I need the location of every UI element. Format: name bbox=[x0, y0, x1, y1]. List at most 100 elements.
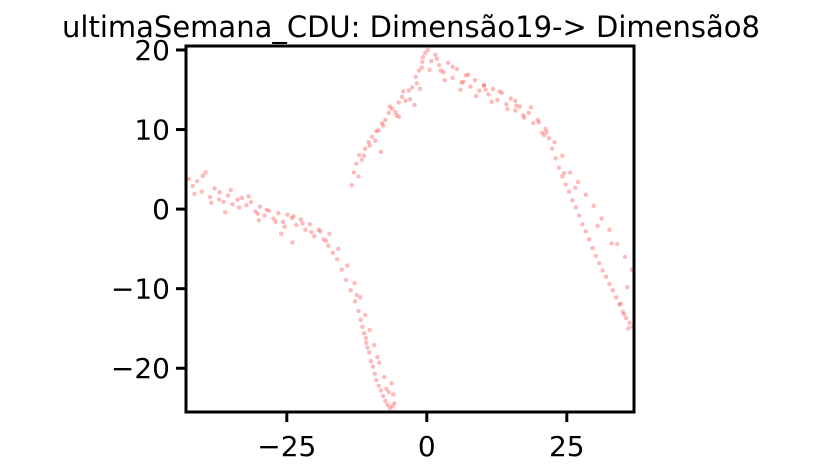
scatter-point bbox=[622, 254, 628, 260]
scatter-point bbox=[450, 75, 455, 81]
scatter-point bbox=[387, 405, 393, 411]
scatter-point bbox=[596, 260, 602, 266]
scatter-point bbox=[394, 112, 399, 118]
scatter-point bbox=[190, 183, 196, 189]
scatter-point bbox=[613, 295, 619, 300]
scatter-point bbox=[438, 68, 444, 73]
scatter-point bbox=[623, 315, 629, 321]
scatter-point bbox=[278, 231, 284, 237]
scatter-point bbox=[221, 199, 226, 205]
scatter-point bbox=[591, 203, 596, 209]
scatter-point bbox=[609, 241, 614, 246]
scatter-point bbox=[607, 227, 612, 233]
scatter-point bbox=[560, 153, 565, 159]
scatter-point bbox=[207, 194, 213, 200]
scatter-point bbox=[384, 386, 389, 392]
scatter-point bbox=[376, 128, 381, 133]
scatter-point bbox=[400, 89, 406, 94]
scatter-point bbox=[216, 197, 222, 202]
scatter-point bbox=[425, 47, 431, 53]
scatter-point bbox=[412, 102, 417, 108]
x-tick-label: −25 bbox=[257, 430, 316, 463]
scatter-point bbox=[264, 207, 269, 213]
scatter-point bbox=[321, 237, 327, 242]
y-tick-label: −20 bbox=[111, 352, 170, 385]
scatter-point bbox=[246, 194, 252, 199]
scatter-point bbox=[600, 268, 605, 273]
scatter-point bbox=[369, 134, 375, 139]
scatter-point bbox=[194, 178, 200, 184]
scatter-point bbox=[627, 320, 632, 326]
scatter-point bbox=[300, 221, 305, 226]
y-tick-label: 0 bbox=[152, 193, 170, 226]
scatter-point bbox=[399, 94, 405, 100]
scatter-point bbox=[361, 330, 367, 336]
scatter-point bbox=[199, 189, 204, 194]
scatter-point bbox=[365, 345, 370, 350]
scatter-point bbox=[504, 101, 509, 107]
scatter-point bbox=[583, 229, 589, 234]
scatter-point bbox=[386, 389, 392, 395]
scatter-point bbox=[280, 219, 286, 225]
scatter-point bbox=[459, 80, 464, 85]
scatter-point bbox=[253, 209, 258, 214]
scatter-point bbox=[618, 301, 623, 307]
scatter-point bbox=[262, 213, 267, 218]
scatter-point bbox=[603, 274, 609, 280]
scatter-point bbox=[291, 213, 296, 219]
scatter-point bbox=[351, 170, 357, 175]
scatter-point bbox=[217, 190, 222, 195]
scatter-point bbox=[362, 312, 368, 318]
scatter-point bbox=[368, 358, 374, 364]
scatter-point bbox=[290, 240, 295, 245]
scatter-point bbox=[514, 103, 519, 108]
scatter-point bbox=[307, 221, 313, 227]
scatter-point bbox=[432, 52, 438, 58]
scatter-point bbox=[576, 213, 582, 218]
scatter-point bbox=[383, 398, 388, 404]
scatter-point bbox=[626, 326, 631, 331]
scatter-point bbox=[549, 146, 555, 151]
scatter-point bbox=[468, 84, 473, 89]
scatter-point bbox=[356, 174, 361, 179]
scatter-point bbox=[417, 86, 423, 92]
points-layer bbox=[186, 47, 636, 411]
scatter-point bbox=[372, 138, 378, 143]
scatter-point bbox=[450, 64, 455, 69]
x-axis: −25 0 25 bbox=[257, 412, 585, 463]
scatter-point bbox=[563, 182, 568, 187]
scatter-point bbox=[481, 83, 487, 89]
scatter-point bbox=[396, 100, 402, 105]
scatter-point bbox=[256, 217, 262, 223]
scatter-point bbox=[349, 182, 355, 188]
scatter-point bbox=[239, 195, 245, 201]
scatter-point bbox=[225, 193, 231, 198]
scatter-point bbox=[361, 153, 367, 159]
scatter-point bbox=[599, 216, 604, 221]
scatter-point bbox=[359, 157, 365, 163]
scatter-point bbox=[567, 170, 573, 175]
scatter-point bbox=[472, 77, 478, 83]
scatter-point bbox=[353, 161, 359, 167]
scatter-point bbox=[294, 222, 299, 228]
scatter-point bbox=[309, 229, 314, 235]
scatter-point bbox=[371, 342, 377, 348]
scatter-point bbox=[593, 253, 599, 259]
scatter-point bbox=[380, 123, 386, 128]
scatter-point bbox=[420, 59, 425, 65]
scatter-point bbox=[392, 400, 397, 406]
scatter-point bbox=[273, 219, 278, 225]
scatter-point bbox=[543, 126, 548, 132]
scatter-point bbox=[354, 292, 360, 298]
scatter-point bbox=[614, 241, 620, 247]
scatter-point bbox=[311, 233, 317, 239]
scatter-point bbox=[323, 238, 329, 244]
scatter-point bbox=[389, 106, 395, 112]
scatter-point bbox=[336, 246, 341, 252]
scatter-point bbox=[536, 120, 542, 125]
scatter-point bbox=[607, 281, 612, 287]
scatter-point bbox=[530, 120, 536, 126]
scatter-point bbox=[406, 88, 412, 93]
scatter-point bbox=[463, 73, 469, 78]
scatter-point bbox=[512, 108, 518, 113]
